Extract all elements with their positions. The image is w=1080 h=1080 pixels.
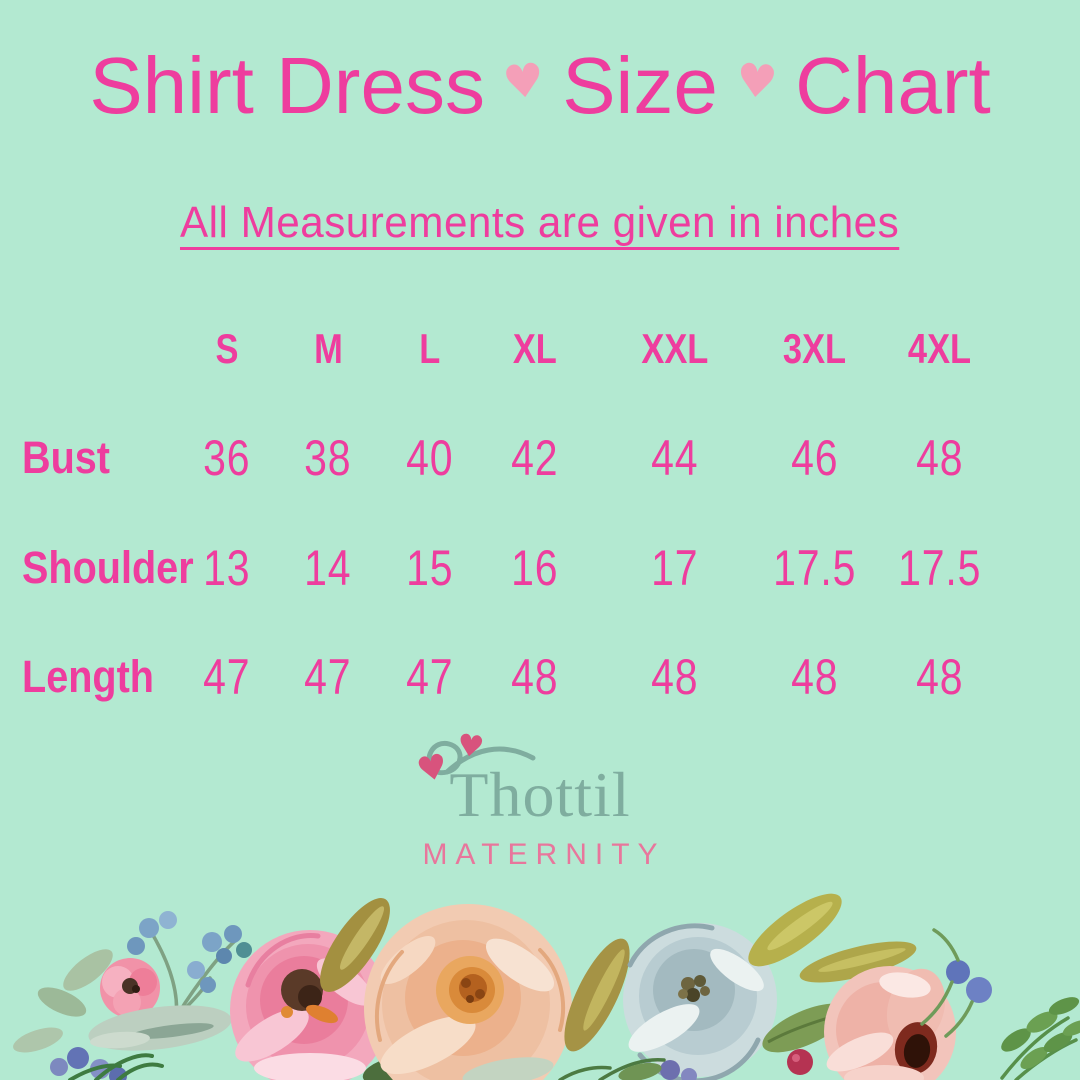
size-header-s: S [215,325,239,372]
size-header-xl: XL [512,325,557,372]
size-header-4xl: 4XL [908,325,972,372]
brand-logo: ♥ ♥ Thottil MATERNITY [0,730,1080,872]
length-value: 47 [406,649,454,705]
size-header-m: M [313,325,343,372]
heart-icon: ♥ [455,730,487,766]
row-label-length: Length [22,651,154,702]
shoulder-value: 16 [511,540,559,596]
shoulder-value: 17 [651,540,699,596]
heart-icon: ♥ [500,51,547,111]
length-value: 48 [916,649,964,705]
title-text-size: Size [562,41,718,130]
bust-value: 46 [791,430,839,486]
logo-flourish-icon: ♥ ♥ [415,730,536,791]
bust-value: 40 [406,430,454,486]
length-value: 48 [651,649,699,705]
size-header-l: L [419,325,441,372]
row-label-shoulder: Shoulder [22,542,194,593]
shoulder-value: 15 [406,540,454,596]
title-text-chart: Chart [795,41,991,130]
title-text-shirt-dress: Shirt Dress [89,41,485,130]
bust-value: 38 [304,430,352,486]
size-chart-table: S M L XL XXL 3XL 4XL Bust 36 38 40 42 44… [0,296,1012,732]
bust-value: 42 [511,430,559,486]
shoulder-value: 13 [203,540,251,596]
shoulder-value: 14 [304,540,352,596]
shoulder-value: 17.5 [773,540,857,596]
length-value: 47 [203,649,251,705]
measurements-note: All Measurements are given in inches [180,198,900,247]
subtitle-row: All Measurements are given in inches [0,198,1080,248]
bust-value: 36 [203,430,251,486]
size-header-xxl: XXL [641,325,709,372]
bust-value: 44 [651,430,699,486]
length-value: 48 [791,649,839,705]
shoulder-value: 17.5 [898,540,982,596]
heart-icon: ♥ [415,746,451,791]
floral-border-illustration [13,893,1080,1080]
bust-value: 48 [916,430,964,486]
page-title: Shirt Dress ♥ Size ♥ Chart [0,34,1080,138]
row-label-bust: Bust [22,432,110,483]
brand-name: Thottil [449,759,631,830]
length-value: 47 [304,649,352,705]
length-value: 48 [511,649,559,705]
brand-tagline: MATERNITY [422,838,666,872]
size-header-3xl: 3XL [783,325,847,372]
heart-icon: ♥ [733,52,780,110]
